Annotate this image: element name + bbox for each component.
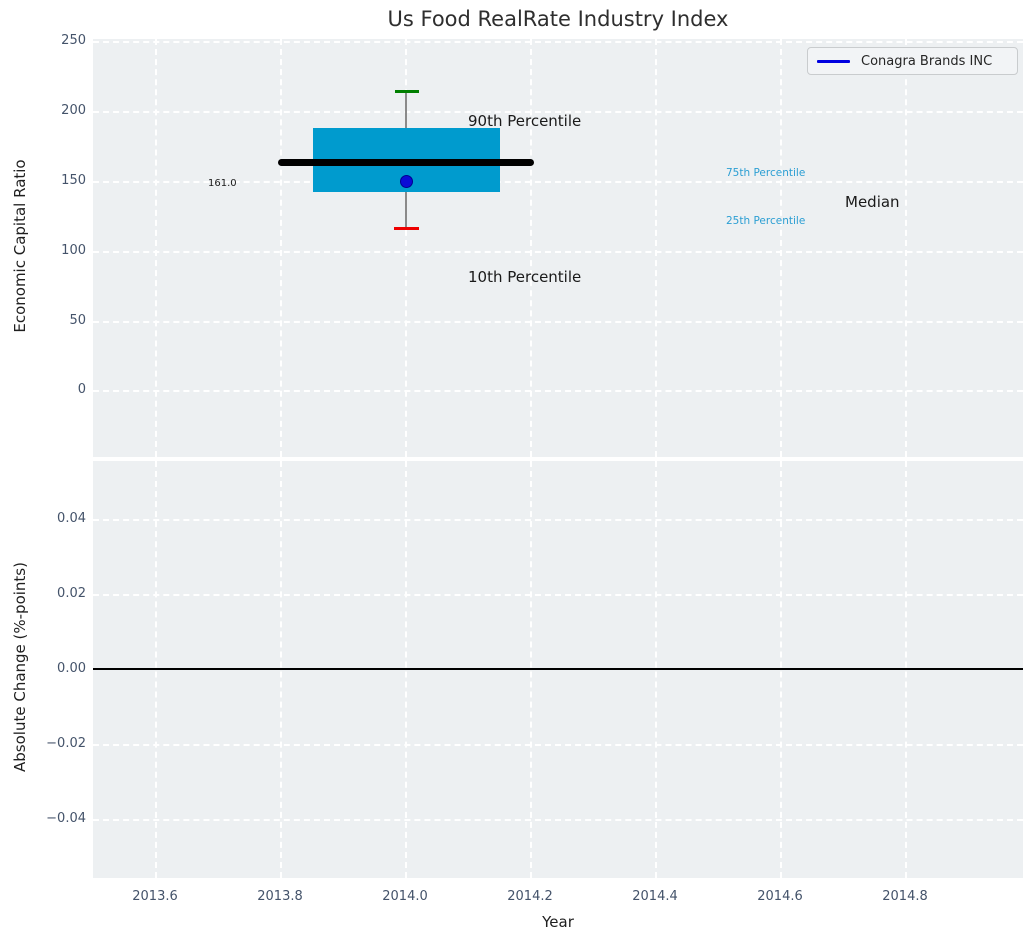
- gridline: [93, 41, 1023, 43]
- gridline: [93, 744, 1023, 746]
- boxplot-90th-cap: [395, 90, 419, 93]
- gridline: [93, 594, 1023, 596]
- ytick-bottom: −0.02: [46, 736, 86, 751]
- gridline: [93, 519, 1023, 521]
- xtick: 2013.6: [132, 889, 178, 904]
- xtick: 2014.4: [632, 889, 678, 904]
- ytick-top: 250: [61, 33, 86, 48]
- top-plot-area: 90th Percentile 10th Percentile 75th Per…: [93, 39, 1023, 457]
- xtick: 2014.0: [382, 889, 428, 904]
- ytick-top: 200: [61, 103, 86, 118]
- gridline: [780, 39, 782, 457]
- legend: Conagra Brands INC: [807, 47, 1018, 75]
- ytick-top: 100: [61, 243, 86, 258]
- ytick-top: 50: [69, 313, 86, 328]
- ytick-bottom: 0.00: [57, 661, 86, 676]
- boxplot-median-line: [278, 159, 534, 166]
- annotation-10th-percentile: 10th Percentile: [468, 268, 582, 286]
- xtick: 2013.8: [257, 889, 303, 904]
- ytick-top: 0: [77, 382, 86, 397]
- gridline: [155, 39, 157, 457]
- xtick: 2014.2: [507, 889, 553, 904]
- gridline: [655, 39, 657, 457]
- gridline: [280, 39, 282, 457]
- gridline: [93, 251, 1023, 253]
- bottom-plot-area: [93, 461, 1023, 878]
- annotation-75th-percentile: 75th Percentile: [726, 167, 806, 179]
- ytick-bottom: 0.02: [57, 586, 86, 601]
- legend-line-icon: [817, 59, 850, 63]
- annotation-median-value: 161.0: [208, 178, 237, 189]
- gridline: [93, 390, 1023, 392]
- gridline: [905, 39, 907, 457]
- chart-title: Us Food RealRate Industry Index: [387, 7, 729, 31]
- conagra-data-point: [400, 175, 413, 188]
- gridline: [93, 111, 1023, 113]
- gridline: [530, 39, 532, 457]
- annotation-90th-percentile: 90th Percentile: [468, 112, 582, 130]
- xtick: 2014.8: [882, 889, 928, 904]
- gridline: [93, 321, 1023, 323]
- bottom-y-axis-label: Absolute Change (%-points): [11, 562, 29, 772]
- gridline: [405, 39, 407, 457]
- gridline: [93, 181, 1023, 183]
- ytick-top: 150: [61, 173, 86, 188]
- boxplot-10th-cap: [394, 227, 419, 230]
- legend-label: Conagra Brands INC: [861, 53, 993, 69]
- xtick: 2014.6: [757, 889, 803, 904]
- ytick-bottom: −0.04: [46, 811, 86, 826]
- ytick-bottom: 0.04: [57, 511, 86, 526]
- top-y-axis-label: Economic Capital Ratio: [11, 159, 29, 333]
- annotation-median: Median: [845, 193, 900, 211]
- x-axis-label: Year: [542, 913, 574, 931]
- zero-baseline: [93, 668, 1023, 670]
- gridline: [93, 819, 1023, 821]
- annotation-25th-percentile: 25th Percentile: [726, 215, 806, 227]
